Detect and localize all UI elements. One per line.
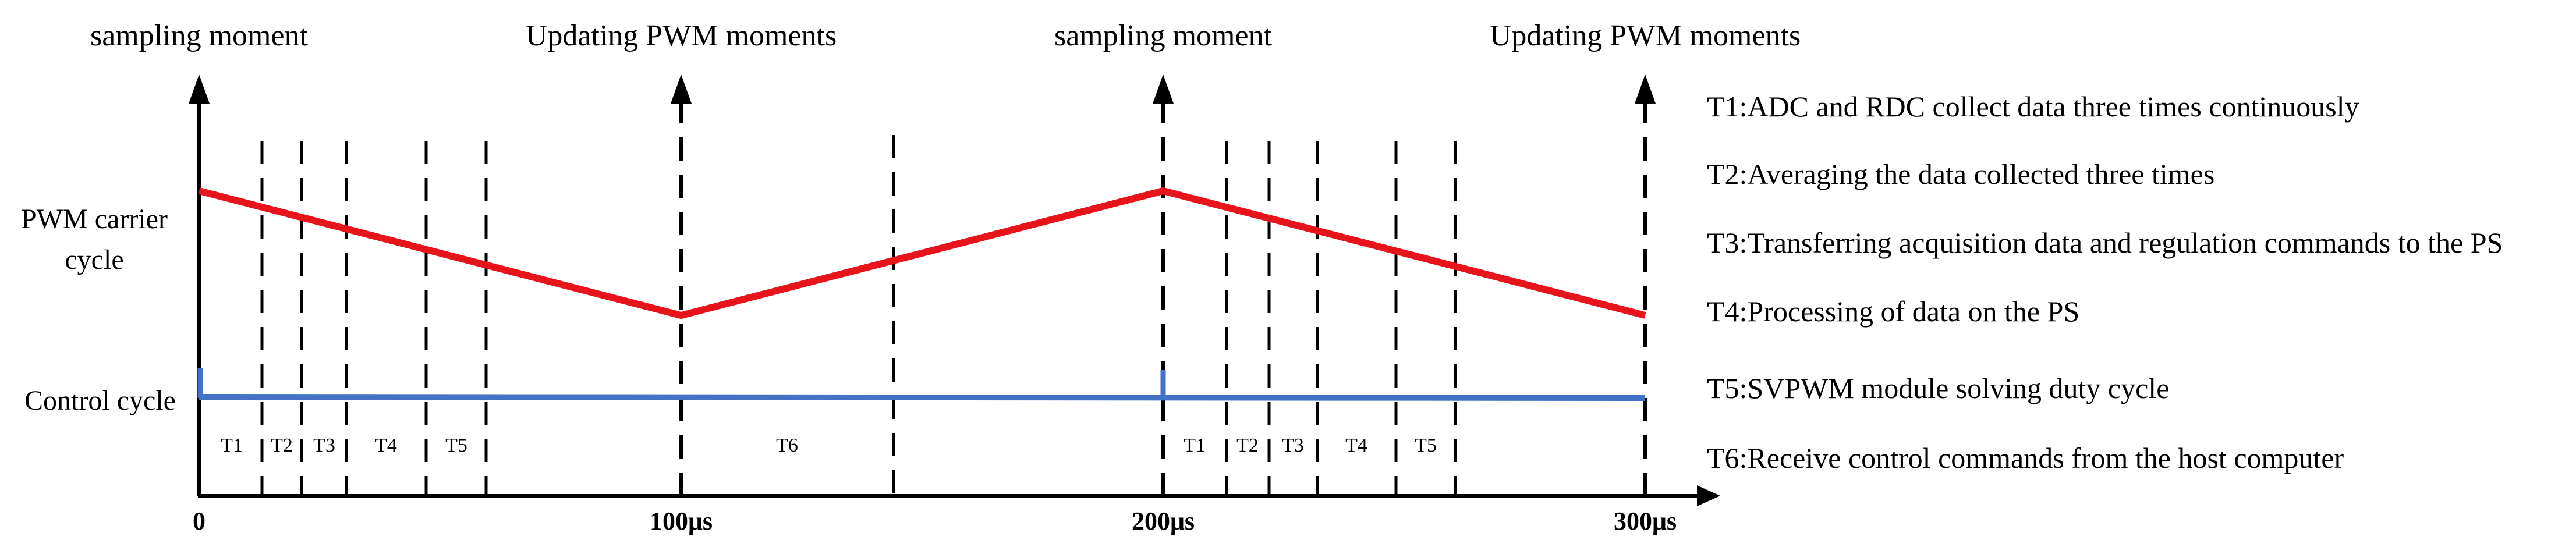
legend-item-t3: T3:Transferring acquisition data and reg… xyxy=(1707,226,2503,259)
segment-label-b-t2: T2 xyxy=(1236,435,1259,456)
pwm-carrier-label-line2: cycle xyxy=(65,244,123,275)
segment-label-b-t5: T5 xyxy=(1415,435,1437,456)
segment-label-b-t1: T1 xyxy=(1184,435,1206,456)
x-axis-arrowhead xyxy=(1697,485,1720,506)
axis-tick-0: 0 xyxy=(193,507,205,535)
top-label-sampling-0: sampling moment xyxy=(90,19,309,52)
axis-tick-300us: 300μs xyxy=(1614,507,1677,535)
arrow-head-200us xyxy=(1153,74,1174,104)
arrow-head-300us xyxy=(1635,74,1656,104)
axis-tick-100us: 100μs xyxy=(650,507,713,535)
segment-label-a-t3: T3 xyxy=(313,435,335,456)
segment-label-a-t4: T4 xyxy=(375,435,397,456)
control-cycle-line xyxy=(199,394,1646,401)
segment-label-b-t3: T3 xyxy=(1282,435,1304,456)
legend-item-t6: T6:Receive control commands from the hos… xyxy=(1707,442,2344,474)
segment-label-a-t1: T1 xyxy=(221,435,243,456)
top-label-sampling-200us: sampling moment xyxy=(1054,19,1273,52)
segment-label-a-t2: T2 xyxy=(271,435,293,456)
control-cycle-label: Control cycle xyxy=(24,385,176,416)
legend-item-t2: T2:Averaging the data collected three ti… xyxy=(1707,158,2214,190)
pwm-carrier-waveform xyxy=(198,187,1646,319)
segment-label-a-t5: T5 xyxy=(445,435,467,456)
legend-item-t5: T5:SVPWM module solving duty cycle xyxy=(1707,372,2169,404)
pwm-carrier-label-line1: PWM carrier xyxy=(21,204,168,235)
axis-tick-200us: 200μs xyxy=(1132,507,1195,535)
top-label-update-300us: Updating PWM moments xyxy=(1490,19,1801,52)
segment-label-t6: T6 xyxy=(776,435,798,456)
top-label-update-100us: Updating PWM moments xyxy=(526,19,837,52)
y-axis-0-arrowhead xyxy=(189,74,210,104)
arrow-head-100us xyxy=(671,74,692,104)
legend-item-t4: T4:Processing of data on the PS xyxy=(1707,295,2079,328)
legend-item-t1: T1:ADC and RDC collect data three times … xyxy=(1707,90,2359,123)
segment-label-b-t4: T4 xyxy=(1345,435,1367,456)
